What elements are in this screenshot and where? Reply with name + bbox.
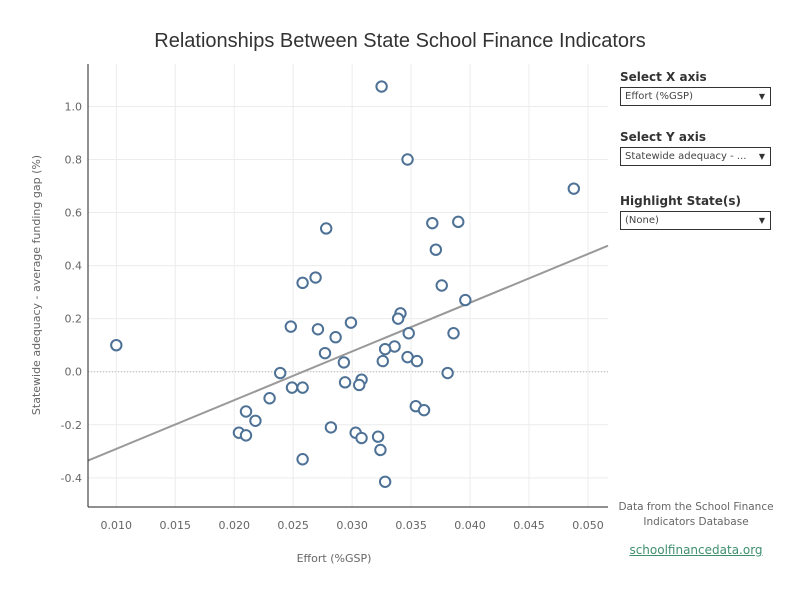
y-tick-label: 0.2 xyxy=(65,313,83,326)
data-point[interactable] xyxy=(239,405,253,418)
data-point[interactable] xyxy=(402,327,415,340)
y-axis-dropdown[interactable]: Statewide adequacy - ... ▼ xyxy=(620,147,771,166)
chevron-down-icon: ▼ xyxy=(758,92,765,101)
data-point[interactable] xyxy=(284,320,298,333)
data-point[interactable] xyxy=(378,475,392,488)
data-point[interactable] xyxy=(447,327,460,340)
data-point[interactable] xyxy=(410,354,424,368)
x-axis-title: Effort (%GSP) xyxy=(297,552,372,565)
chevron-down-icon: ▼ xyxy=(758,216,765,225)
data-point[interactable] xyxy=(337,356,351,369)
data-point[interactable] xyxy=(338,376,352,389)
data-point[interactable] xyxy=(375,80,388,93)
data-point[interactable] xyxy=(459,293,472,307)
data-point[interactable] xyxy=(273,366,287,380)
data-point[interactable] xyxy=(296,453,309,466)
data-point[interactable] xyxy=(324,421,338,434)
x-axis-value: Effort (%GSP) xyxy=(625,91,693,102)
y-tick-label: 0.8 xyxy=(65,153,83,166)
highlight-label: Highlight State(s) xyxy=(620,194,742,208)
data-point[interactable] xyxy=(441,366,454,380)
data-point[interactable] xyxy=(239,429,253,442)
y-tick-label: 0.6 xyxy=(65,207,83,220)
data-point[interactable] xyxy=(374,443,387,457)
gridlines xyxy=(88,64,608,507)
data-point[interactable] xyxy=(329,331,342,344)
x-tick-label: 0.030 xyxy=(336,519,368,532)
x-tick-label: 0.050 xyxy=(572,519,604,532)
data-point[interactable] xyxy=(285,381,299,394)
data-point[interactable] xyxy=(452,215,465,229)
y-tick-label: 0.0 xyxy=(65,366,83,379)
data-point[interactable] xyxy=(353,378,366,392)
x-tick-label: 0.020 xyxy=(218,519,250,532)
x-axis-dropdown[interactable]: Effort (%GSP) ▼ xyxy=(620,87,771,106)
data-point[interactable] xyxy=(309,271,322,284)
y-tick-label: 0.4 xyxy=(65,260,83,273)
data-point[interactable] xyxy=(429,243,443,256)
source-note: Data from the School Finance Indicators … xyxy=(612,500,780,530)
data-point[interactable] xyxy=(567,182,581,195)
y-tick-label: -0.4 xyxy=(61,472,82,485)
y-axis-label: Select Y axis xyxy=(620,130,707,144)
source-line-2: Indicators Database xyxy=(643,516,749,528)
x-tick-label: 0.015 xyxy=(160,519,192,532)
x-axis-label: Select X axis xyxy=(620,70,707,84)
chevron-down-icon: ▼ xyxy=(758,152,765,161)
data-point[interactable] xyxy=(391,312,405,325)
highlight-control: Highlight State(s) (None) ▼ xyxy=(620,194,772,230)
data-points xyxy=(110,80,581,488)
data-point[interactable] xyxy=(263,392,276,405)
data-point[interactable] xyxy=(376,354,389,368)
y-axis-title: Statewide adequacy - average funding gap… xyxy=(30,155,43,415)
x-tick-label: 0.010 xyxy=(101,519,133,532)
data-point[interactable] xyxy=(319,222,333,235)
x-tick-label: 0.040 xyxy=(454,519,486,532)
y-axis-control: Select Y axis Statewide adequacy - ... ▼ xyxy=(620,130,772,166)
data-point[interactable] xyxy=(296,381,309,394)
data-point[interactable] xyxy=(401,153,414,166)
data-point[interactable] xyxy=(318,346,332,360)
source-line-1: Data from the School Finance xyxy=(618,501,774,513)
data-point[interactable] xyxy=(110,338,123,352)
trend-line xyxy=(87,244,609,462)
highlight-value: (None) xyxy=(625,215,659,226)
highlight-dropdown[interactable]: (None) ▼ xyxy=(620,211,771,230)
x-tick-label: 0.025 xyxy=(277,519,309,532)
y-tick-label: 1.0 xyxy=(65,100,83,113)
x-tick-label: 0.045 xyxy=(513,519,545,532)
y-tick-label: -0.2 xyxy=(61,419,82,432)
x-tick-label: 0.035 xyxy=(395,519,427,532)
data-point[interactable] xyxy=(371,430,385,443)
data-point[interactable] xyxy=(378,342,392,356)
data-point[interactable] xyxy=(344,316,358,329)
data-point[interactable] xyxy=(435,279,448,292)
data-point[interactable] xyxy=(355,431,368,445)
data-point[interactable] xyxy=(417,403,431,417)
data-point[interactable] xyxy=(311,323,325,336)
chart-title: Relationships Between State School Finan… xyxy=(154,30,646,52)
x-axis-control: Select X axis Effort (%GSP) ▼ xyxy=(620,70,772,106)
y-axis-value: Statewide adequacy - ... xyxy=(625,151,747,162)
data-point[interactable] xyxy=(296,276,309,290)
data-point[interactable] xyxy=(249,414,262,427)
data-point[interactable] xyxy=(426,216,439,230)
source-link[interactable]: schoolfinancedata.org xyxy=(629,543,763,557)
axis-ticks: 0.010 0.015 0.020 0.025 0.030 0.035 0.040 0.045… xyxy=(61,100,604,532)
